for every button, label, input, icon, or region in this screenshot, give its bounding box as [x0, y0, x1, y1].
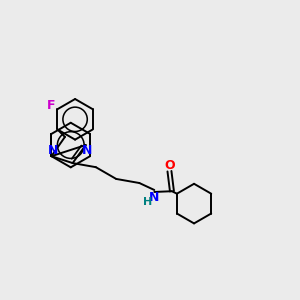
Text: N: N	[82, 144, 92, 157]
Text: F: F	[47, 99, 56, 112]
Text: O: O	[164, 158, 175, 172]
Text: N: N	[149, 191, 160, 204]
Text: N: N	[47, 144, 58, 157]
Text: H: H	[143, 197, 153, 207]
